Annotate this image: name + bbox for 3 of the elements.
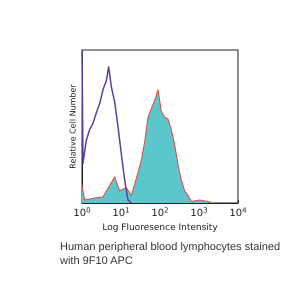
x-axis-title: Log Fluoresence Intensity bbox=[102, 222, 218, 233]
text: Human peripheral blood lymphocytes stained with 9F10 APC bbox=[59, 241, 284, 267]
y-axis-title: Relative Cell Number bbox=[68, 84, 78, 169]
